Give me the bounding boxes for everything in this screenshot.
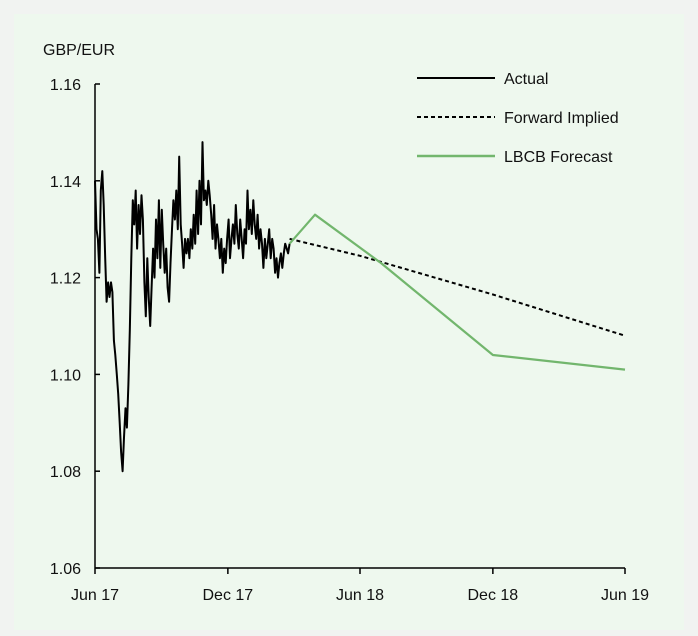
x-tick-label: Jun 17 — [71, 587, 119, 604]
x-tick-label: Dec 18 — [468, 587, 519, 604]
chart-container: GBP/EUR 1.06 1.08 1.10 1.12 1.14 1.16 Jun 17 De… — [14, 14, 684, 630]
y-tick-label: 1.16 — [50, 77, 81, 94]
y-tick-label: 1.08 — [50, 464, 81, 481]
x-tick-label: Jun 18 — [336, 587, 384, 604]
y-axis-title: GBP/EUR — [43, 42, 115, 59]
series-line-2 — [289, 237, 626, 337]
x-tick-label: Jun 19 — [601, 587, 649, 604]
legend-label-3: LBCB Forecast — [504, 149, 613, 166]
legend-label-1: Actual — [504, 71, 548, 88]
y-tick-label: 1.10 — [50, 367, 81, 384]
y-tick-label: 1.12 — [50, 271, 81, 288]
y-tick-label: 1.14 — [50, 174, 81, 191]
y-tick-label: 1.06 — [50, 561, 81, 578]
legend-label-2: Forward Implied — [504, 110, 619, 127]
series-layer — [94, 141, 626, 473]
series-line-3 — [288, 213, 626, 371]
x-tick-label: Dec 17 — [203, 587, 254, 604]
series-line-1 — [94, 141, 291, 473]
legend: Actual Forward Implied LBCB Forecast — [417, 71, 619, 166]
line-chart: GBP/EUR 1.06 1.08 1.10 1.12 1.14 1.16 Jun 17 De… — [43, 42, 649, 604]
axes: 1.06 1.08 1.10 1.12 1.14 1.16 Jun 17 Dec 17 Jun … — [50, 77, 649, 604]
